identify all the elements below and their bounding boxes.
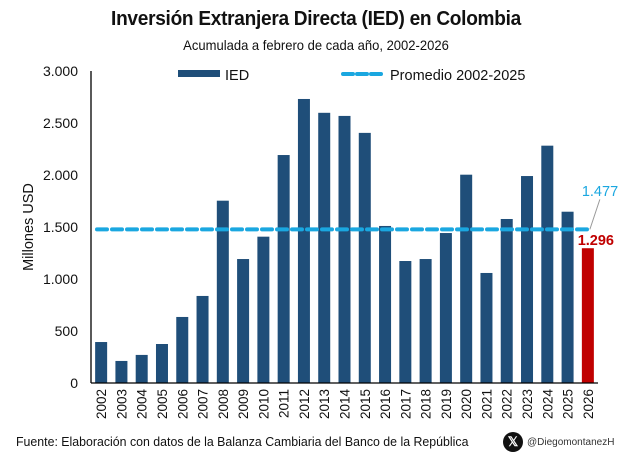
legend-label-ied: IED (225, 68, 249, 84)
bar-2005 (155, 344, 168, 383)
x-tick-label: 2021 (479, 389, 494, 419)
x-tick-label: 2005 (155, 389, 170, 419)
x-tick-label: 2010 (256, 389, 271, 419)
x-tick-label: 2017 (398, 389, 413, 419)
bar-2008 (216, 200, 229, 383)
bar-2025 (561, 211, 574, 383)
x-tick-label: 2007 (196, 389, 211, 419)
bar-2023 (521, 176, 534, 383)
bar-2018 (419, 259, 432, 383)
x-tick-label: 2014 (338, 389, 353, 420)
x-tick-label: 2016 (378, 389, 393, 419)
x-tick-label: 2020 (459, 389, 474, 419)
y-tick-label: 1.000 (43, 271, 78, 287)
x-logo-icon: 𝕏 (503, 432, 523, 452)
author-handle: @DiegomontanezH (527, 437, 615, 448)
x-tick-label: 2018 (419, 389, 434, 419)
y-axis-title: Millones USD (21, 183, 37, 271)
x-tick-label: 2025 (561, 389, 576, 419)
bar-2014 (338, 115, 351, 383)
bar-2010 (257, 236, 270, 383)
bar-2006 (176, 316, 189, 383)
x-tick-label: 2003 (114, 389, 129, 419)
bar-2009 (237, 259, 250, 383)
chart-subtitle: Acumulada a febrero de cada año, 2002-20… (183, 37, 449, 53)
x-tick-label: 2009 (236, 389, 251, 419)
legend: IED Promedio 2002-2025 (178, 68, 525, 84)
bar-2024 (541, 145, 554, 383)
bar-2017 (399, 261, 412, 383)
x-tick-label: 2002 (94, 389, 109, 419)
x-tick-label: 2026 (581, 389, 596, 419)
x-tick-label: 2015 (358, 389, 373, 419)
x-tick-label: 2019 (439, 389, 454, 419)
legend-label-promedio: Promedio 2002-2025 (390, 68, 525, 84)
x-tick-label: 2004 (135, 389, 150, 420)
y-tick-label: 500 (55, 323, 79, 339)
y-tick-label: 2.000 (43, 167, 78, 183)
bar-2013 (318, 112, 331, 384)
x-tick-label: 2013 (317, 389, 332, 419)
y-tick-label: 2.500 (43, 115, 78, 131)
x-tick-label: 2006 (175, 389, 190, 419)
y-tick-label: 1.500 (43, 219, 78, 235)
bar-2012 (297, 98, 310, 383)
bar-2026 (581, 248, 594, 383)
x-tick-label: 2012 (297, 389, 312, 419)
bar-2019 (439, 233, 452, 383)
average-leader-line (589, 199, 601, 230)
bar-2002 (95, 342, 108, 383)
x-tick-label: 2022 (500, 389, 515, 419)
x-tick-label: 2024 (540, 389, 555, 420)
x-tick-label: 2023 (520, 389, 535, 419)
x-axis-ticks: 2002 2003 2004 2005 2006 2007 2008 2009 2010 2011… (94, 389, 596, 420)
bar-2004 (135, 354, 148, 383)
bar-2020 (460, 174, 473, 383)
bar-2011 (277, 155, 290, 383)
y-tick-label: 3.000 (43, 63, 78, 79)
annotations: 1.477 1.296 (578, 184, 618, 249)
bars (95, 98, 594, 384)
average-value-label: 1.477 (582, 184, 618, 200)
bar-2021 (480, 272, 493, 383)
legend-swatch-ied (178, 70, 220, 77)
bar-2003 (115, 360, 128, 383)
source-note: Fuente: Elaboración con datos de la Bala… (16, 434, 469, 449)
chart-title: Inversión Extranjera Directa (IED) en Co… (111, 7, 521, 30)
y-tick-label: 0 (70, 375, 78, 391)
bar-2022 (500, 218, 513, 383)
last-value-label: 1.296 (578, 233, 614, 249)
bar-2007 (196, 295, 209, 383)
x-tick-label: 2011 (277, 389, 292, 418)
y-axis-ticks: 0 500 1.000 1.500 2.000 2.500 3.000 (43, 63, 78, 391)
bar-2015 (358, 132, 371, 383)
bar-2016 (379, 225, 392, 383)
x-tick-label: 2008 (216, 389, 231, 419)
